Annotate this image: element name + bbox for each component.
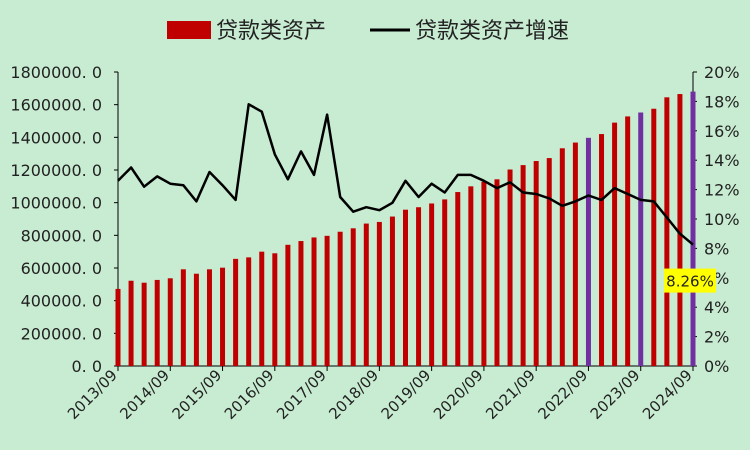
- right-axis-tick-label: 12%: [704, 181, 740, 200]
- bar: [481, 181, 487, 366]
- bar: [350, 228, 356, 366]
- x-axis-tick-label: 2024/09: [639, 366, 696, 423]
- x-axis-tick-label: 2019/09: [378, 366, 435, 423]
- bar: [520, 165, 526, 366]
- bar: [625, 116, 631, 366]
- bar: [311, 237, 317, 366]
- bar: [233, 258, 239, 366]
- bar: [677, 94, 683, 367]
- bar: [337, 231, 343, 366]
- bar-series: [115, 91, 696, 367]
- right-axis-tick-label: 16%: [704, 122, 740, 141]
- bar: [507, 169, 513, 366]
- right-axis-tick-label: 20%: [704, 63, 740, 82]
- left-axis-tick-label: 1600000. 0: [10, 96, 102, 115]
- right-axis-tick-label: 18%: [704, 92, 740, 111]
- x-axis-tick-label: 2023/09: [587, 366, 644, 423]
- bar: [651, 108, 657, 366]
- bar: [272, 253, 278, 366]
- bar: [376, 221, 382, 366]
- bar: [546, 158, 552, 366]
- bar: [154, 279, 160, 366]
- bar: [389, 216, 395, 366]
- callout-box: [664, 268, 716, 293]
- x-axis-tick-label: 2017/09: [273, 366, 330, 423]
- bar: [416, 207, 422, 366]
- bar: [180, 269, 186, 366]
- bar: [442, 199, 448, 366]
- bar: [494, 179, 500, 366]
- x-axis-tick-label: 2018/09: [325, 366, 382, 423]
- legend-label-bars: 贷款类资产: [216, 19, 326, 44]
- bar: [246, 257, 252, 366]
- bar: [206, 269, 212, 366]
- bar: [115, 288, 121, 366]
- value-callout: 8.26%: [664, 268, 716, 293]
- line-series: [117, 103, 694, 246]
- bar: [259, 251, 265, 366]
- bar: [533, 161, 539, 366]
- x-axis-tick-label: 2014/09: [116, 366, 173, 423]
- right-axis-tick-label: 14%: [704, 151, 740, 170]
- legend-swatch-bars: [167, 21, 211, 39]
- bar: [572, 142, 578, 366]
- bar-highlight: [585, 137, 591, 366]
- bar: [429, 203, 435, 366]
- bar: [167, 278, 173, 366]
- legend-label-line: 贷款类资产增速: [415, 19, 569, 44]
- bar-highlight: [690, 91, 696, 366]
- x-axis-tick-label: 2020/09: [430, 366, 487, 423]
- callout-label: 8.26%: [666, 273, 714, 291]
- right-y-axis: 0%2%4%6%8%10%12%14%16%18%20%: [692, 63, 740, 376]
- bar: [128, 280, 134, 366]
- left-y-axis: 0. 0 200000. 0 400000. 0 600000. 0 800000. 0…: [10, 63, 119, 376]
- bar: [664, 97, 670, 367]
- bar: [324, 235, 330, 366]
- right-axis-tick-label: 0%: [704, 357, 729, 376]
- left-axis-tick-label: 800000. 0: [21, 226, 102, 245]
- left-axis-tick-label: 1400000. 0: [10, 128, 102, 147]
- bar: [285, 244, 291, 366]
- left-axis-tick-label: 600000. 0: [21, 259, 102, 278]
- bar: [599, 134, 605, 366]
- bar: [559, 148, 565, 366]
- right-axis-tick-label: 8%: [704, 239, 729, 258]
- bar-highlight: [638, 112, 644, 366]
- bar: [612, 122, 618, 366]
- left-axis-tick-label: 1800000. 0: [10, 63, 102, 82]
- bar: [298, 241, 304, 366]
- bar: [220, 267, 226, 366]
- bar: [403, 209, 408, 366]
- bar: [468, 186, 474, 366]
- bar: [363, 223, 369, 366]
- left-axis-tick-label: 0. 0: [71, 357, 102, 376]
- left-axis-tick-label: 1200000. 0: [10, 161, 102, 180]
- bar: [193, 273, 199, 366]
- left-axis-tick-label: 200000. 0: [21, 324, 102, 343]
- x-axis-tick-label: 2016/09: [221, 366, 278, 423]
- right-axis-tick-label: 2%: [704, 328, 729, 347]
- right-axis-tick-label: 4%: [704, 298, 729, 317]
- x-axis: 2013/092014/092015/092016/092017/092018/…: [64, 365, 696, 423]
- legend: 贷款类资产 贷款类资产增速: [167, 19, 569, 44]
- bar: [141, 282, 147, 366]
- left-axis-tick-label: 400000. 0: [21, 292, 102, 311]
- x-axis-tick-label: 2015/09: [169, 366, 226, 423]
- bar: [455, 192, 461, 366]
- right-axis-tick-label: 10%: [704, 210, 740, 229]
- x-axis-tick-label: 2021/09: [482, 366, 539, 423]
- growth-line: [117, 103, 694, 246]
- left-axis-tick-label: 1000000. 0: [10, 194, 102, 213]
- x-axis-tick-label: 2022/09: [534, 366, 591, 423]
